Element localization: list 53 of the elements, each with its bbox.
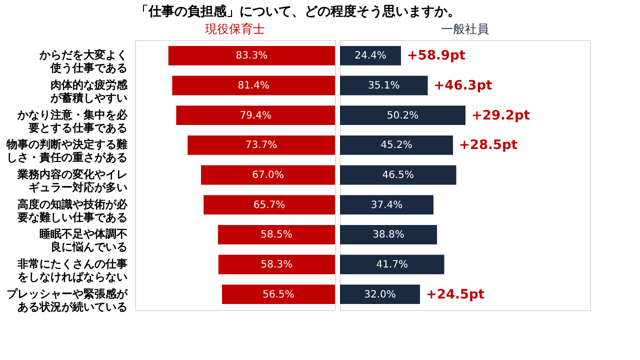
data-label: 83.3%: [236, 50, 268, 62]
y-tick-label: 高度の知識や技術が必要な難しい仕事である: [16, 198, 128, 224]
text: 一般社員: [441, 22, 489, 36]
annotation: +28.5pt: [459, 138, 518, 154]
bar: [218, 224, 335, 244]
y-tick-label: プレッシャーや緊張感がある状況が続いている: [6, 287, 128, 314]
data-label: 41.7%: [376, 260, 408, 271]
bar: [340, 224, 437, 244]
bar: [222, 284, 335, 304]
data-label: 37.4%: [370, 200, 403, 211]
data-label: 79.4%: [240, 110, 272, 122]
data-label: 58.5%: [260, 230, 292, 241]
data-label: 56.5%: [262, 289, 294, 300]
y-tick-label: 物事の判断や決定する難しさ・責任の重さがある: [6, 138, 128, 164]
bar: [340, 135, 453, 155]
annotation: +29.2pt: [472, 108, 530, 124]
data-label: 67.0%: [252, 170, 284, 181]
data-label: 58.3%: [260, 260, 293, 271]
data-label: 65.7%: [253, 200, 286, 211]
data-label: 32.0%: [364, 289, 396, 300]
bar: [218, 254, 335, 274]
y-tick-label: 業務内容の変化やイレギュラー対応が多い: [16, 168, 128, 194]
bar: [340, 46, 401, 66]
bar: [204, 195, 335, 215]
bar: [188, 135, 335, 155]
data-label: 38.8%: [372, 230, 404, 241]
data-label: 50.2%: [386, 110, 419, 122]
data-label: 45.2%: [380, 140, 412, 152]
bar: [172, 76, 335, 96]
bar: [340, 284, 420, 304]
y-tick-label: 肉体的な疲労感が蓄積しやすい: [50, 78, 128, 104]
data-label: 73.7%: [245, 140, 278, 152]
bar: [168, 46, 335, 66]
bar: [176, 106, 335, 126]
chart-title: 「仕事の負担感」について、どの程度そう思いますか。: [136, 4, 460, 20]
y-tick-label: 非常にたくさんの仕事をしなければならない: [16, 258, 128, 284]
bar: [340, 76, 428, 96]
bar: [201, 165, 335, 185]
data-label: 81.4%: [238, 80, 270, 92]
bar: [340, 106, 466, 126]
annotation: +46.3pt: [434, 78, 492, 94]
data-label: 46.5%: [382, 170, 414, 181]
bar: [340, 165, 456, 185]
data-label: 24.4%: [354, 50, 386, 62]
series-label: 現役保育士: [205, 22, 265, 36]
bar: [340, 254, 444, 274]
y-tick-label: 睡眠不足や体調不良に悩んでいる: [40, 228, 128, 254]
annotation: +24.5pt: [426, 287, 484, 302]
annotation: +58.9pt: [407, 48, 466, 64]
y-tick-label: からだを大変よく使う仕事である: [38, 48, 128, 75]
bar: [340, 195, 434, 215]
data-label: 35.1%: [368, 80, 400, 92]
y-tick-label: かなり注意・集中を必要とする仕事である: [16, 108, 128, 134]
